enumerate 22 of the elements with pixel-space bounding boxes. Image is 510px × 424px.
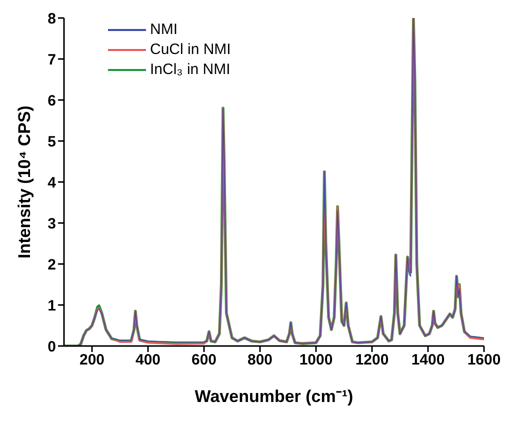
x-tick-label: 1000	[299, 352, 333, 369]
y-tick-label: 6	[48, 92, 56, 110]
legend-label: NMI	[150, 20, 178, 40]
x-tick-label: 200	[79, 352, 105, 369]
y-tick-label: 0	[48, 338, 56, 356]
y-tick-label: 4	[48, 174, 57, 192]
y-tick-label: 2	[48, 256, 56, 274]
x-tick-label: 600	[191, 352, 217, 369]
y-tick-label: 3	[48, 215, 56, 232]
x-tick-label: 1200	[355, 352, 389, 369]
y-tick-label: 7	[48, 51, 56, 68]
y-axis-title: Intensity (10⁴ CPS)	[15, 106, 34, 258]
x-axis-title: Wavenumber (cm⁻¹)	[194, 387, 354, 406]
x-tick-label: 400	[135, 352, 161, 369]
y-tick-label: 1	[48, 297, 56, 314]
x-tick-label: 800	[247, 352, 273, 369]
legend-label: CuCl in NMI	[150, 40, 231, 60]
y-tick-label: 8	[48, 10, 56, 28]
legend-label: InCl₃ in NMI	[150, 60, 230, 80]
x-tick-label: 1600	[467, 352, 501, 369]
x-tick-label: 1400	[411, 352, 445, 369]
y-tick-label: 5	[48, 133, 56, 150]
